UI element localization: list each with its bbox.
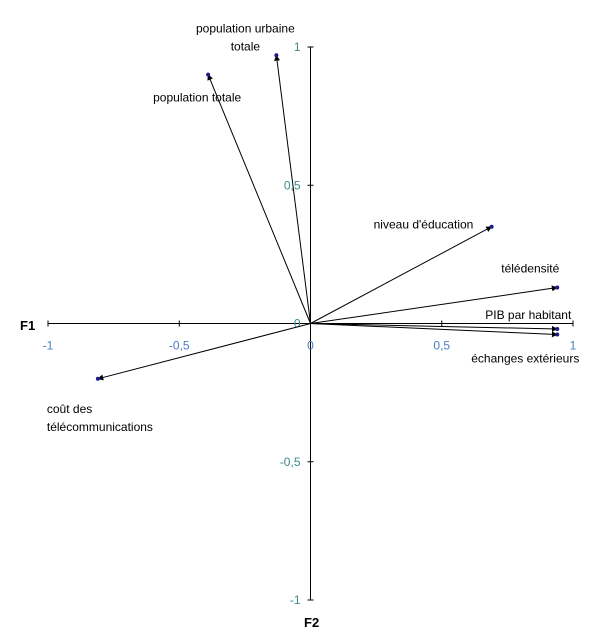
vector-label: PIB par habitant <box>485 308 572 322</box>
vector-label-line: totale <box>231 39 261 53</box>
vector-arrow <box>310 226 493 324</box>
vector-arrow <box>310 323 558 338</box>
vector-arrow <box>207 74 311 324</box>
vector-arrow <box>310 285 558 324</box>
vector-point <box>489 224 494 229</box>
x-tick-label: 1 <box>570 339 577 353</box>
vector-label-line: télédensité <box>501 262 559 276</box>
vector-label-line: télécommunications <box>47 420 153 434</box>
y-tick-label: -1 <box>290 593 301 607</box>
x-axis-title: F1 <box>20 318 35 333</box>
vector-label-line: niveau d'éducation <box>374 218 474 232</box>
vector-arrow <box>310 323 558 332</box>
y-tick-label: 1 <box>294 40 301 54</box>
y-tick-label: 0,5 <box>284 178 301 192</box>
vector-label: population urbaine totale <box>196 21 295 53</box>
y-tick-label: -0,5 <box>280 455 301 469</box>
vector-arrow <box>97 323 311 381</box>
vector-point <box>555 327 560 332</box>
vector-labels: population urbaine totale population total… <box>47 21 579 434</box>
y-tick-label: 0 <box>294 317 301 331</box>
vector-label: télédensité <box>501 262 559 276</box>
vector-point <box>206 72 211 77</box>
vector-label-line: coût des <box>47 402 92 416</box>
vector-label: coût des télécommunications <box>47 402 153 434</box>
vector-label-line: population totale <box>153 91 241 105</box>
vector-point <box>555 332 560 337</box>
axes: -1 -0,5 0 0,5 1 1 0,5 0 -0,5 -1 <box>43 40 577 607</box>
vector-label: niveau d'éducation <box>374 218 474 232</box>
vector-label-line: échanges extérieurs <box>471 352 579 366</box>
x-tick-label: -1 <box>43 339 54 353</box>
vector-point <box>95 376 100 381</box>
vector-label-line: population urbaine <box>196 21 295 35</box>
vector-point <box>555 285 560 290</box>
x-tick-label: 0 <box>307 339 314 353</box>
x-tick-label: -0,5 <box>169 339 190 353</box>
vector-label: échanges extérieurs <box>471 352 579 366</box>
y-axis-title: F2 <box>304 615 319 630</box>
vectors <box>95 53 560 381</box>
vector-label: population totale <box>153 91 241 105</box>
x-tick-label: 0,5 <box>433 339 450 353</box>
vector-arrow <box>274 54 311 324</box>
vector-point <box>274 53 279 58</box>
vector-label-line: PIB par habitant <box>485 308 572 322</box>
